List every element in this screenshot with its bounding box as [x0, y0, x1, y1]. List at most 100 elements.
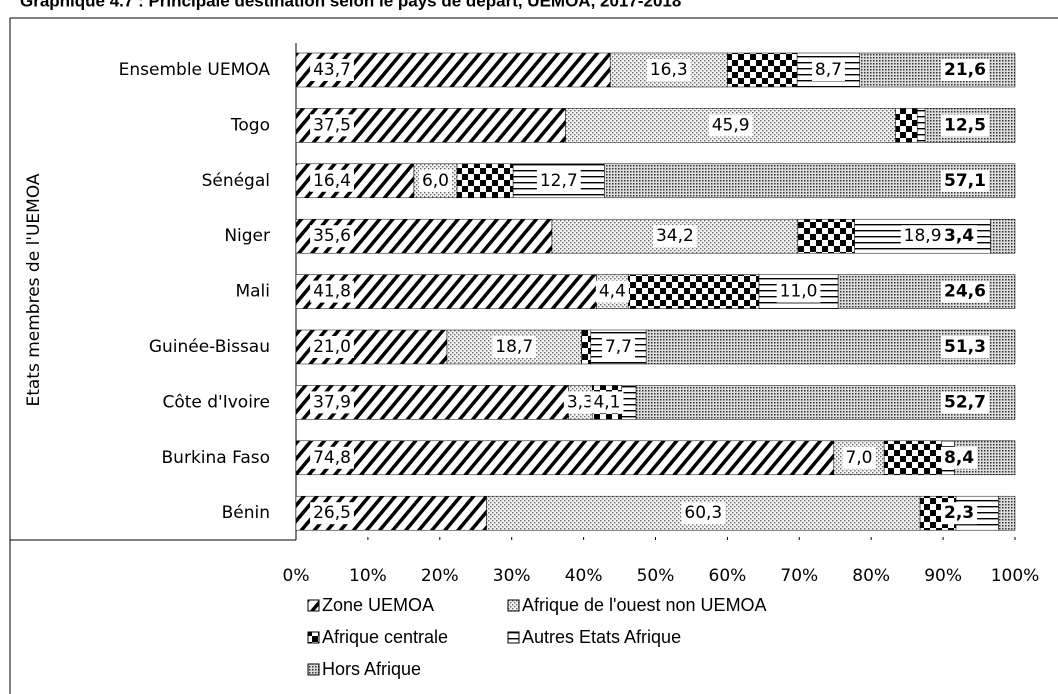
label-background [941, 280, 989, 303]
value-label: 57,1 [944, 171, 986, 191]
legend-swatch [307, 663, 320, 676]
value-label: 41,8 [313, 282, 351, 302]
bar-segment [859, 52, 1016, 88]
value-label: 45,9 [712, 115, 750, 135]
value-label: 16,4 [313, 171, 351, 191]
bar-segment [990, 218, 1016, 254]
value-label: 8,7 [815, 60, 842, 80]
x-tick-label: 80% [852, 566, 890, 586]
label-background [310, 391, 354, 414]
category-label: Ensemble UEMOA [119, 60, 271, 80]
x-tick-label: 100% [991, 566, 1040, 586]
value-label: 26,5 [313, 503, 351, 523]
label-background [652, 225, 697, 248]
bar-segment [581, 329, 592, 365]
bar-segment [883, 440, 942, 476]
label-background [941, 59, 989, 81]
label-background [941, 169, 989, 192]
label-background [646, 59, 691, 81]
bar-segment [727, 52, 798, 88]
label-background [941, 446, 978, 469]
value-label: 12,7 [540, 171, 578, 191]
value-label: 52,7 [944, 392, 986, 412]
label-background [941, 391, 989, 414]
value-label: 18,9 [904, 226, 942, 246]
label-background [418, 169, 453, 192]
y-axis-label: Etats membres de l'UEMOA [24, 173, 44, 406]
value-label: 21,6 [944, 60, 986, 80]
legend-label: Autres Etats Afrique [522, 627, 681, 647]
value-label: 7,7 [605, 337, 632, 357]
value-label: 8,4 [944, 448, 974, 468]
x-tick-label: 40% [565, 566, 603, 586]
bar-segment [797, 218, 855, 254]
bar-segment [295, 108, 566, 143]
label-background [776, 280, 821, 303]
legend-swatch [307, 631, 320, 644]
label-background [310, 336, 354, 358]
x-tick-label: 90% [924, 566, 962, 586]
label-background [590, 391, 624, 414]
value-label: 37,9 [313, 392, 351, 412]
label-background [842, 446, 876, 469]
legend-swatch [507, 599, 520, 612]
value-label: 3,3 [567, 392, 594, 412]
chart-title: Graphique 4.7 : Principale destination s… [20, 0, 681, 10]
label-background [310, 446, 354, 469]
value-label: 74,8 [313, 448, 351, 468]
value-label: 3,4 [944, 226, 974, 246]
legend-label: Zone UEMOA [322, 595, 434, 615]
label-background [563, 391, 597, 414]
value-label: 16,3 [650, 60, 688, 80]
label-background [536, 169, 581, 192]
value-label: 51,3 [944, 337, 986, 357]
category-label: Niger [224, 226, 270, 246]
category-label: Burkina Faso [162, 448, 270, 468]
x-tick-label: 10% [349, 566, 387, 586]
value-label: 18,7 [495, 337, 533, 357]
legend-label: Afrique de l'ouest non UEMOA [522, 595, 767, 615]
bar-segment [456, 163, 514, 199]
label-background [941, 502, 978, 525]
bar-segment [627, 274, 760, 309]
x-tick-label: 30% [493, 566, 531, 586]
x-tick-label: 60% [709, 566, 747, 586]
value-label: 35,6 [313, 226, 351, 246]
value-label: 34,2 [656, 226, 694, 246]
label-background [310, 225, 354, 248]
legend-label: Hors Afrique [322, 659, 421, 679]
label-background [941, 336, 989, 358]
value-label: 60,3 [684, 503, 722, 523]
value-label: 4,1 [593, 392, 620, 412]
value-label: 4,4 [599, 282, 626, 302]
x-tick-label: 20% [421, 566, 459, 586]
value-label: 24,6 [944, 282, 986, 302]
bar-segment [621, 385, 637, 420]
label-background [941, 114, 989, 137]
value-label: 7,0 [845, 448, 872, 468]
value-label: 37,5 [313, 115, 351, 135]
legend-swatch [307, 599, 320, 612]
label-background [601, 336, 635, 358]
value-label: 43,7 [313, 60, 351, 80]
value-label: 12,5 [944, 115, 986, 135]
label-background [811, 59, 845, 81]
bar-segment [916, 108, 926, 143]
label-background [310, 169, 354, 192]
label-background [310, 280, 354, 303]
label-background [310, 59, 354, 81]
category-label: Mali [235, 282, 270, 302]
value-label: 2,3 [944, 503, 974, 523]
x-tick-label: 0% [283, 566, 310, 586]
bar-segment [998, 495, 1016, 531]
x-tick-label: 50% [637, 566, 675, 586]
category-label: Togo [230, 115, 270, 135]
bar-segment [895, 108, 918, 143]
legend-label: Afrique centrale [322, 627, 448, 647]
category-label: Côte d'Ivoire [162, 392, 270, 412]
category-label: Sénégal [202, 171, 270, 191]
bar-segment [295, 440, 835, 476]
legend-swatch [507, 631, 520, 644]
label-background [708, 114, 753, 137]
